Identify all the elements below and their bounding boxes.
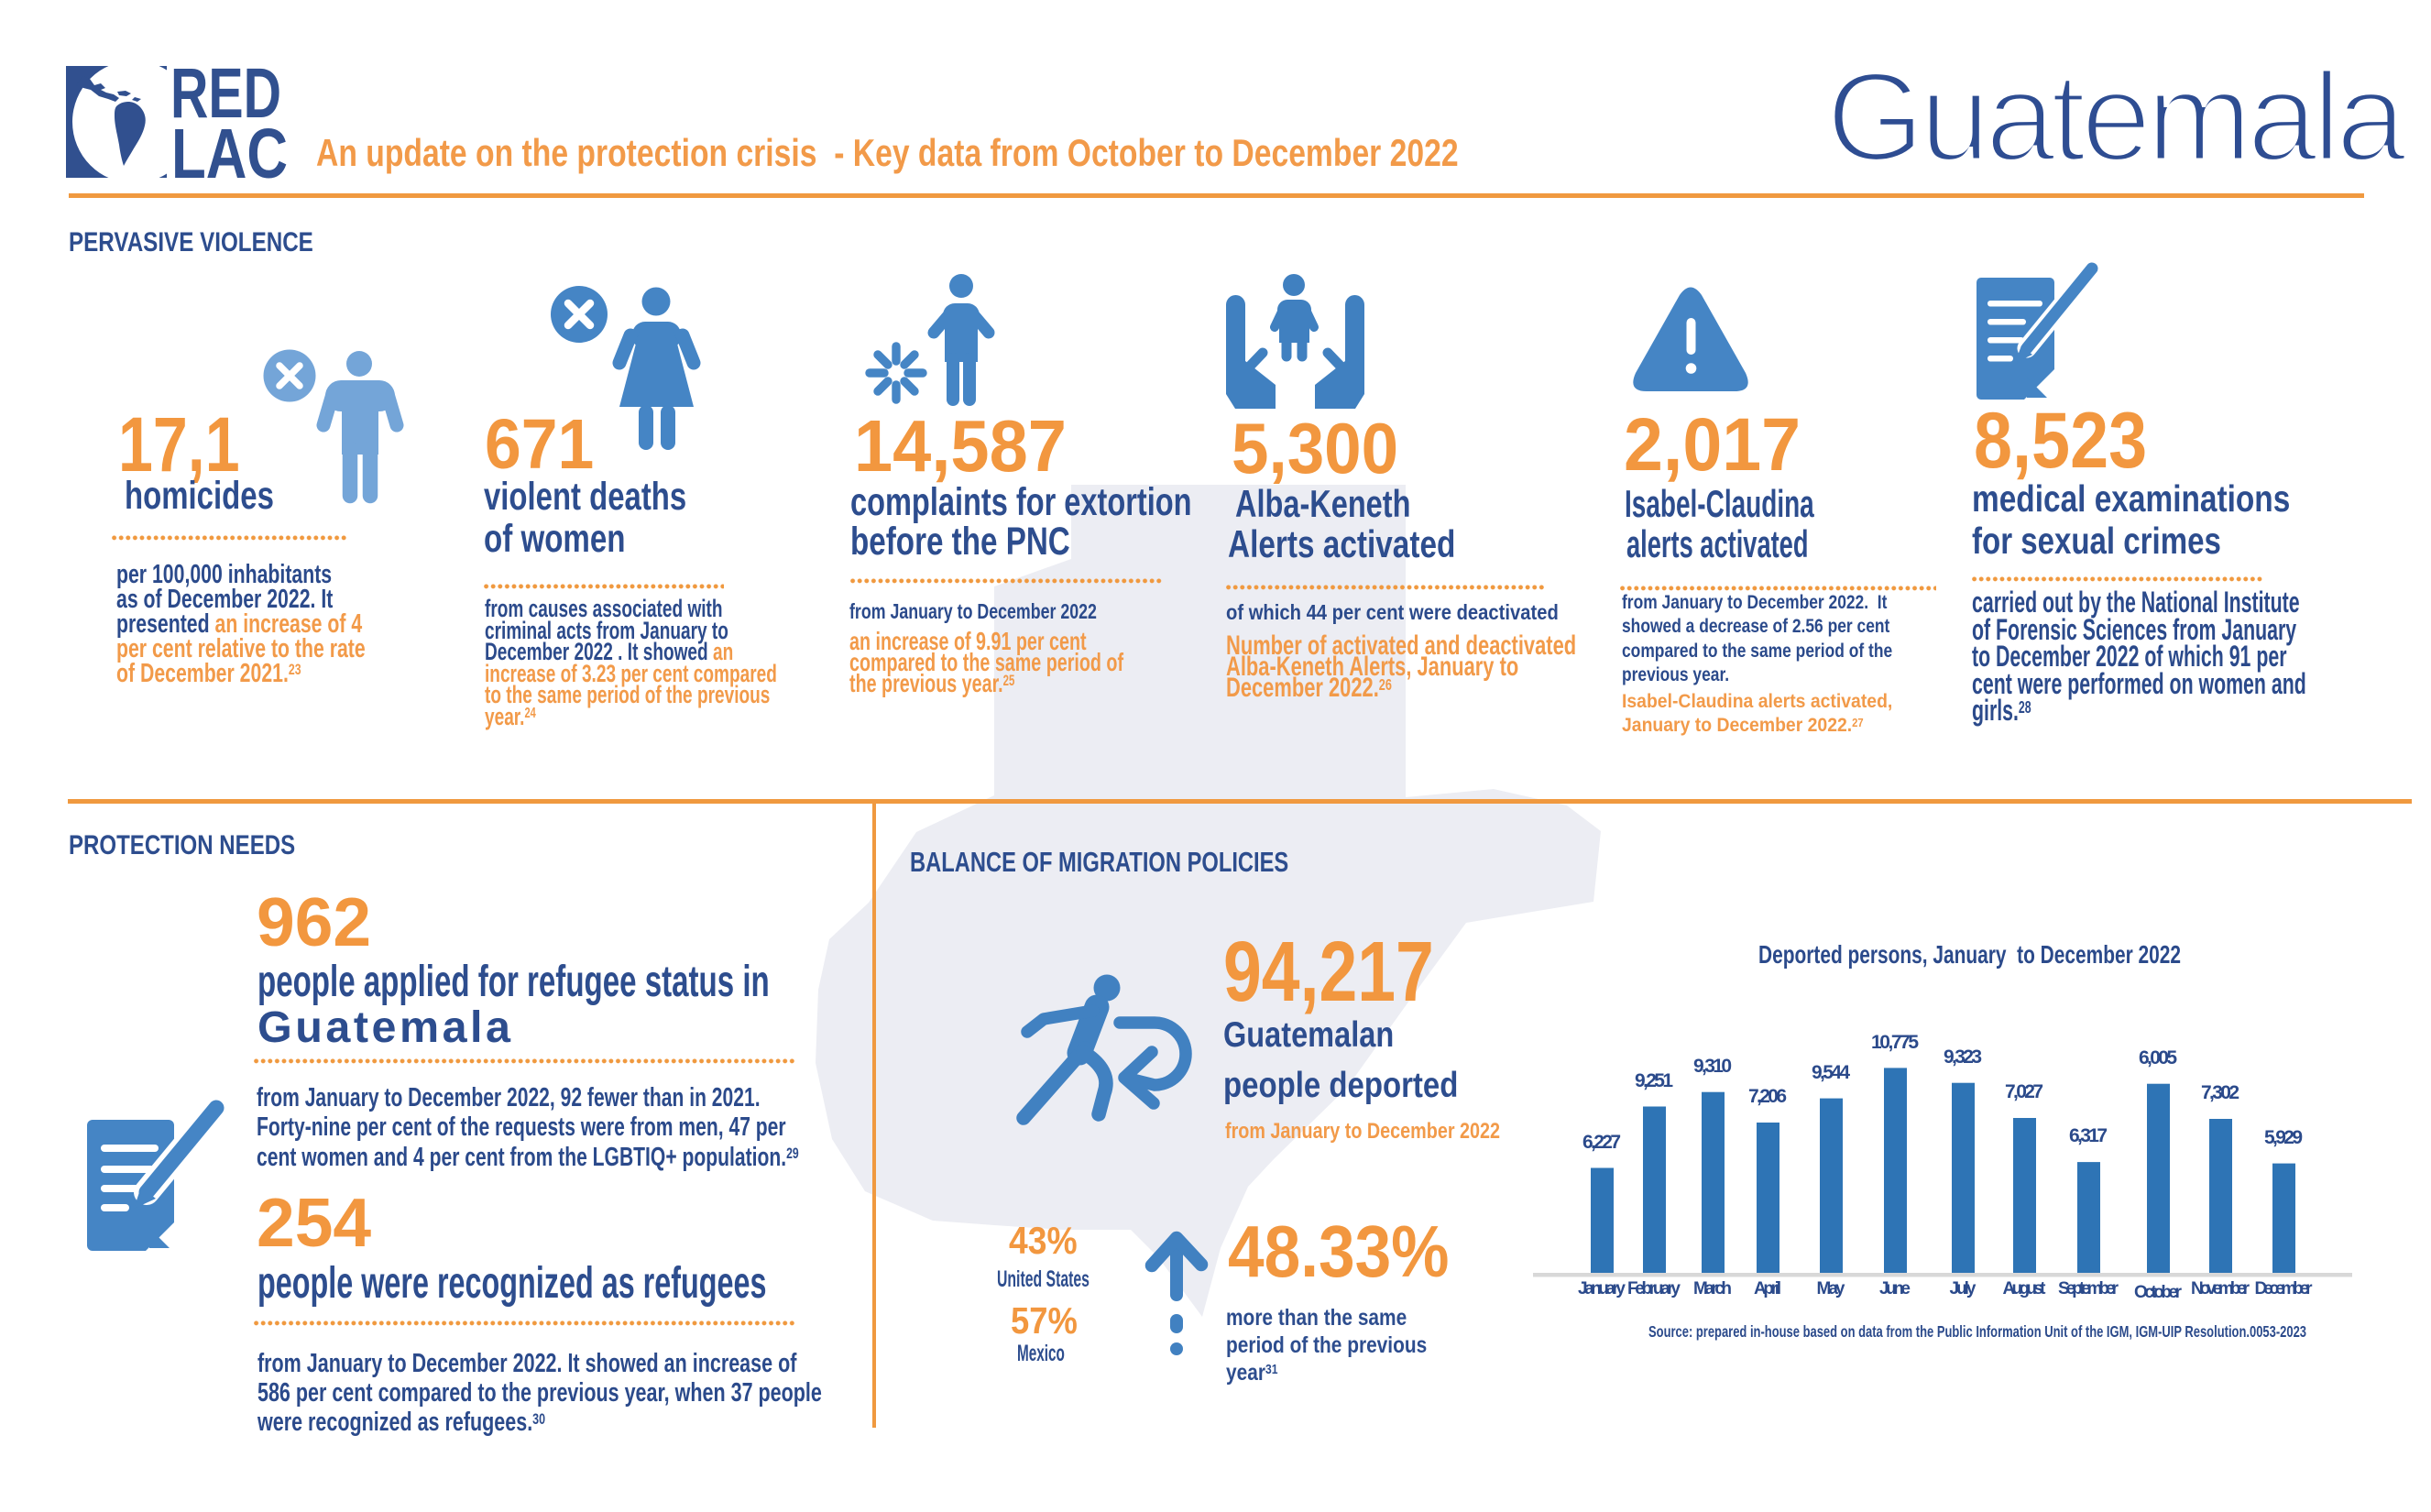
- svg-text:Guatemala: Guatemala: [1826, 47, 2406, 188]
- svg-text:June: June: [1879, 1279, 1911, 1298]
- svg-text:Deported persons, January to: Deported persons, January to December 20…: [1758, 940, 2181, 969]
- svg-text:7,027: 7,027: [2005, 1081, 2043, 1102]
- svg-text:9,544: 9,544: [1812, 1062, 1850, 1083]
- svg-text:10,775: 10,775: [1871, 1032, 1919, 1053]
- svg-text:April: April: [1754, 1279, 1781, 1298]
- svg-text:November: November: [2191, 1279, 2250, 1298]
- svg-text:Source: prepared in-house base: Source: prepared in-house based on data …: [1648, 1322, 2306, 1341]
- svg-text:7,302: 7,302: [2201, 1082, 2239, 1103]
- svg-text:May: May: [1817, 1279, 1845, 1298]
- svg-text:January: January: [1578, 1279, 1626, 1298]
- svg-text:August: August: [2003, 1279, 2047, 1298]
- svg-text:February: February: [1627, 1279, 1681, 1298]
- svg-text:6,227: 6,227: [1582, 1132, 1621, 1153]
- svg-text:October: October: [2134, 1283, 2183, 1302]
- svg-text:LAC: LAC: [171, 115, 288, 193]
- svg-text:September: September: [2058, 1279, 2119, 1298]
- svg-text:December: December: [2255, 1279, 2314, 1298]
- svg-text:5,929: 5,929: [2264, 1127, 2303, 1148]
- svg-text:9,251: 9,251: [1635, 1070, 1673, 1091]
- svg-text:RED: RED: [170, 54, 281, 133]
- svg-text:9,323: 9,323: [1944, 1046, 1982, 1068]
- svg-text:9,310: 9,310: [1693, 1056, 1732, 1077]
- svg-text:March: March: [1693, 1279, 1732, 1298]
- svg-text:July: July: [1950, 1279, 1977, 1298]
- svg-text:6,317: 6,317: [2069, 1125, 2108, 1146]
- svg-text:6,005: 6,005: [2139, 1047, 2177, 1068]
- svg-text:7,206: 7,206: [1748, 1086, 1787, 1107]
